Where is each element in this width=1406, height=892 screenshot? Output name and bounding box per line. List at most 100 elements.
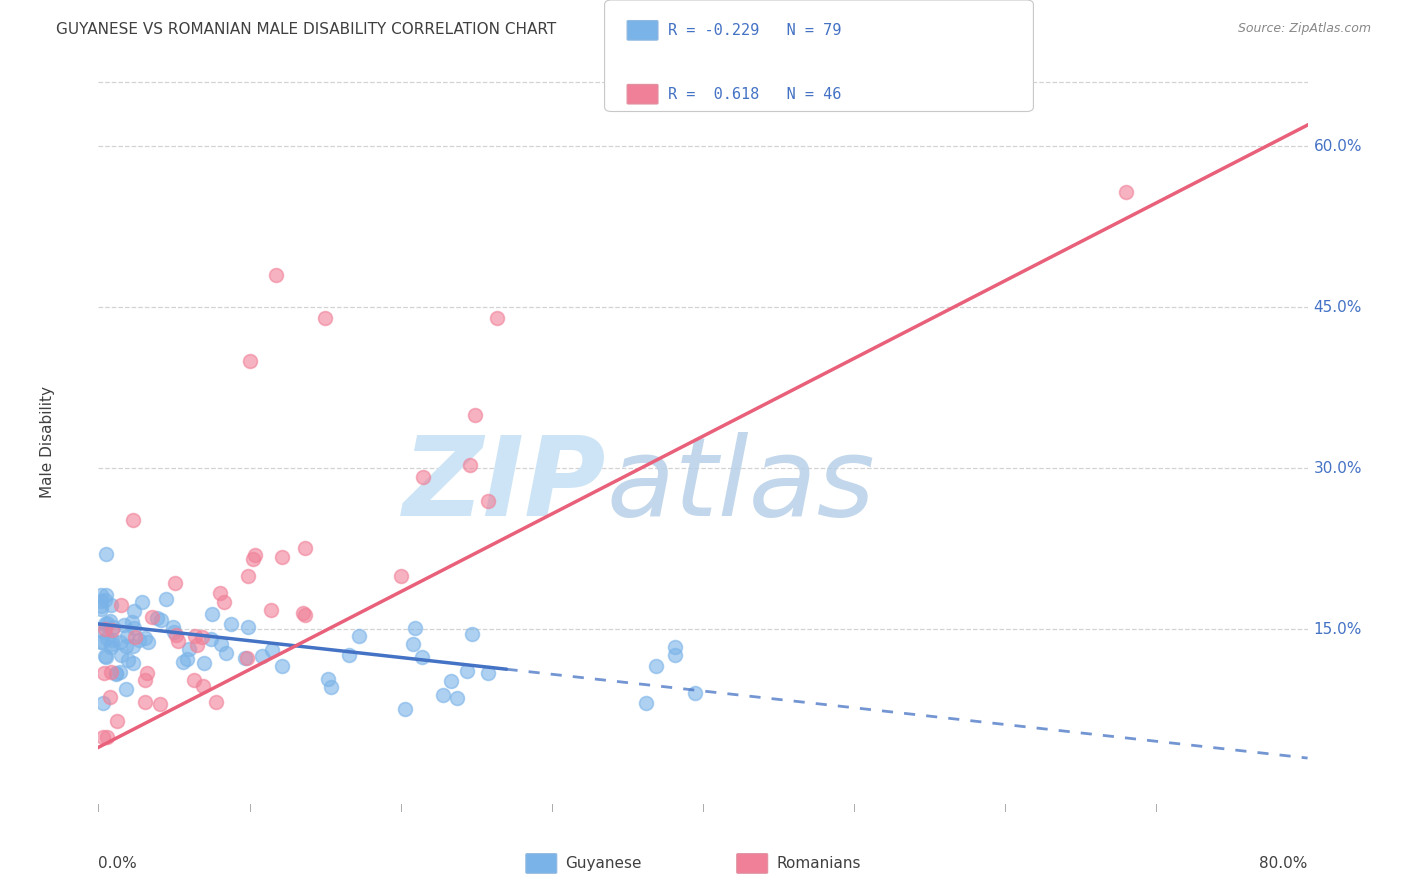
Point xyxy=(262,643,284,657)
Point xyxy=(236,620,259,634)
Point xyxy=(271,659,294,673)
Point xyxy=(163,624,186,639)
Point xyxy=(124,630,146,644)
Point xyxy=(122,639,145,653)
Point xyxy=(100,665,122,680)
Point xyxy=(112,618,135,632)
Point xyxy=(94,623,117,637)
Point xyxy=(321,680,343,694)
Point xyxy=(404,621,426,635)
Point xyxy=(347,629,370,643)
Point xyxy=(141,610,163,624)
Point xyxy=(337,648,360,663)
Point xyxy=(90,588,112,602)
Point xyxy=(186,638,208,652)
Point xyxy=(184,629,207,643)
Point xyxy=(209,637,232,651)
Point xyxy=(121,513,143,527)
Point xyxy=(101,632,124,647)
Point xyxy=(294,608,316,623)
Point xyxy=(131,595,153,609)
Point xyxy=(236,569,259,583)
Point xyxy=(96,616,118,631)
Point xyxy=(402,637,425,651)
Point xyxy=(91,634,114,648)
Point xyxy=(90,593,112,607)
Point xyxy=(250,648,273,663)
Text: 60.0%: 60.0% xyxy=(1313,139,1362,154)
Point xyxy=(477,493,499,508)
Point xyxy=(93,624,115,639)
Point xyxy=(93,665,115,680)
Point xyxy=(1115,186,1137,200)
Point xyxy=(176,651,198,665)
Point xyxy=(242,552,264,566)
Point xyxy=(90,635,112,649)
Text: 15.0%: 15.0% xyxy=(1313,622,1362,637)
Point xyxy=(212,595,235,609)
Point xyxy=(190,630,212,644)
Point xyxy=(183,673,205,688)
Text: Source: ZipAtlas.com: Source: ZipAtlas.com xyxy=(1237,22,1371,36)
Point xyxy=(104,666,127,681)
Point xyxy=(91,696,114,710)
Point xyxy=(94,547,117,561)
Point xyxy=(101,620,124,634)
Point xyxy=(165,575,187,590)
Point xyxy=(270,549,292,564)
Point xyxy=(485,311,508,326)
Point xyxy=(101,637,124,651)
Point xyxy=(165,627,187,641)
Point xyxy=(664,640,686,654)
Point xyxy=(145,610,167,624)
Point xyxy=(115,681,138,696)
Point xyxy=(94,649,117,664)
Point xyxy=(167,634,190,648)
Point xyxy=(101,623,124,637)
Point xyxy=(294,541,316,555)
Point xyxy=(201,607,224,621)
Point xyxy=(432,688,454,702)
Text: 0.0%: 0.0% xyxy=(98,856,138,871)
Point xyxy=(291,606,314,620)
Point xyxy=(683,686,706,700)
Point xyxy=(236,650,259,665)
Point xyxy=(134,632,156,646)
Point xyxy=(90,602,112,616)
Point xyxy=(122,621,145,635)
Point xyxy=(94,650,117,665)
Point xyxy=(440,673,463,688)
Text: R = -0.229   N = 79: R = -0.229 N = 79 xyxy=(668,23,841,37)
Point xyxy=(316,673,339,687)
Text: R =  0.618   N = 46: R = 0.618 N = 46 xyxy=(668,87,841,102)
Point xyxy=(179,641,201,656)
Point xyxy=(260,603,283,617)
Point xyxy=(411,649,433,664)
Point xyxy=(634,696,657,710)
Point xyxy=(94,588,117,602)
Point xyxy=(110,634,132,648)
Point xyxy=(98,614,121,628)
Point xyxy=(461,627,484,641)
Point xyxy=(215,646,238,660)
Point xyxy=(172,655,194,669)
Point xyxy=(122,656,145,670)
Point xyxy=(94,593,117,607)
Point xyxy=(134,695,156,709)
Text: 30.0%: 30.0% xyxy=(1313,461,1362,475)
Point xyxy=(200,632,222,646)
Point xyxy=(121,615,143,629)
Point xyxy=(644,659,666,673)
Point xyxy=(91,730,114,744)
Point xyxy=(314,311,336,326)
Point xyxy=(94,616,117,631)
Point xyxy=(456,664,478,678)
Point xyxy=(114,639,136,653)
Text: ZIP: ZIP xyxy=(402,433,606,540)
Point xyxy=(149,613,172,627)
Point xyxy=(136,634,159,648)
Text: 80.0%: 80.0% xyxy=(1260,856,1308,871)
Point xyxy=(239,354,262,368)
Point xyxy=(219,617,242,632)
Text: 45.0%: 45.0% xyxy=(1313,300,1362,315)
